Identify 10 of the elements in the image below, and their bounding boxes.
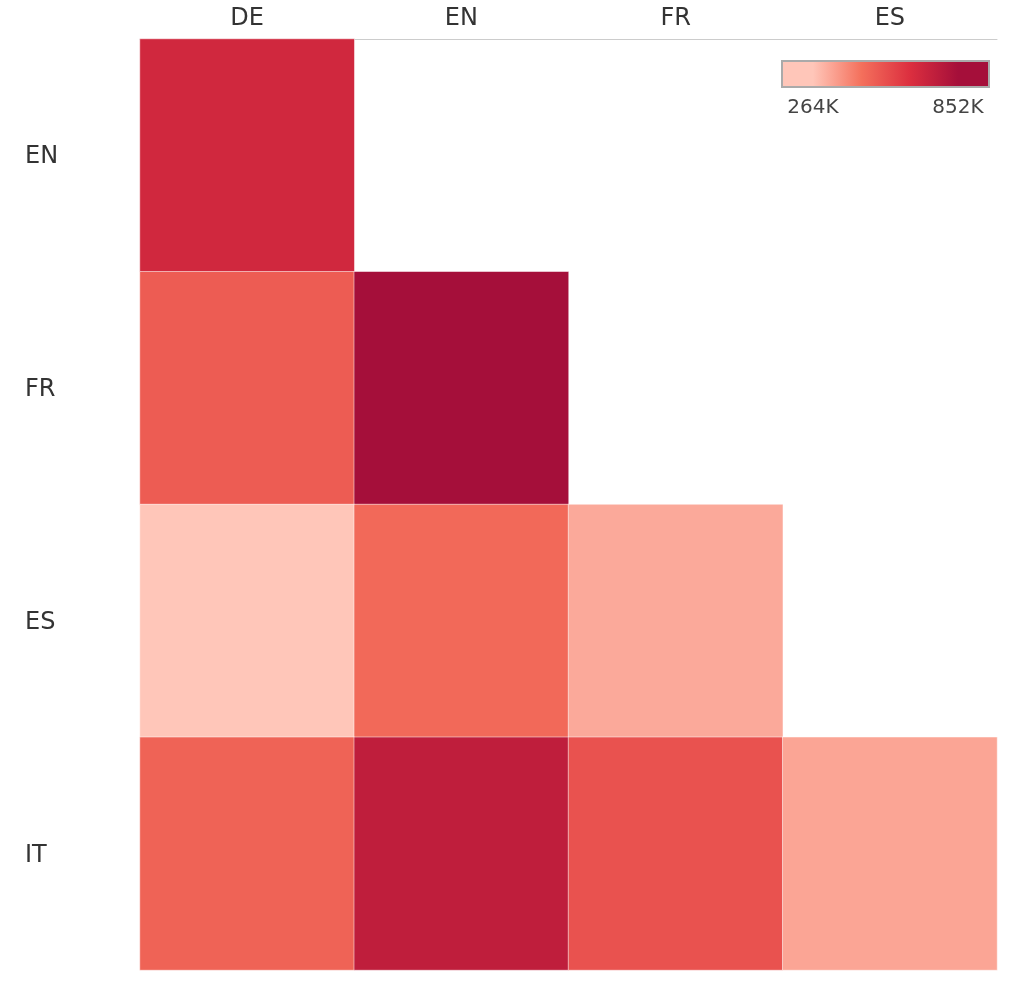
color-bar-label: 264K [787,94,840,118]
y-tick-label: FR [25,374,56,403]
y-tick-label: EN [25,141,59,170]
y-tick-label: IT [25,839,48,868]
x-tick-label: FR [660,3,691,31]
x-tick-label: EN [444,3,478,31]
x-tick-label: ES [874,3,906,31]
x-tick-label: DE [230,3,264,31]
color-bar-label: 852K [932,94,985,118]
y-tick-label: ES [25,606,56,635]
